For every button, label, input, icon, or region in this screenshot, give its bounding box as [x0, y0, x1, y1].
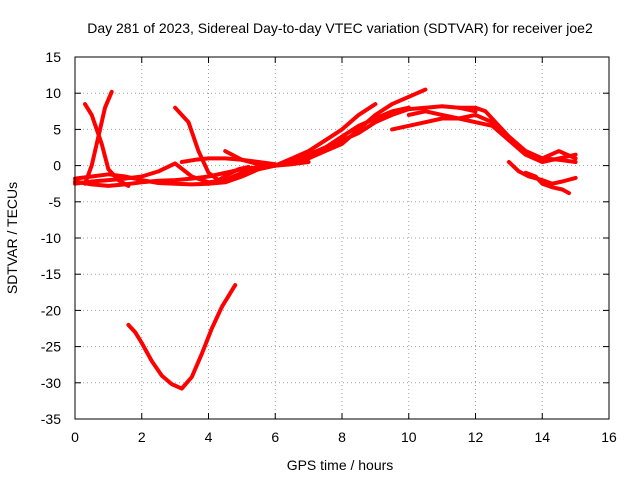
series-arc-6: [173, 105, 251, 183]
x-tick-label: 6: [271, 429, 279, 445]
series-group: [73, 87, 578, 391]
series-arc-4: [83, 102, 131, 188]
x-tick-label: 10: [401, 429, 417, 445]
y-tick-label: 10: [45, 85, 61, 101]
y-tick-label: 5: [53, 121, 61, 137]
y-tick-label: -10: [41, 230, 61, 246]
axis-ticks: 0 2 4 6 8 10 12 14 16 -35 -30 -25 -20 -15 -10 -5 0 5 10 15: [41, 49, 617, 445]
x-tick-label: 14: [534, 429, 550, 445]
x-tick-label: 16: [601, 429, 617, 445]
x-tick-label: 2: [138, 429, 146, 445]
series-arc-10: [256, 102, 378, 169]
y-tick-label: -35: [41, 411, 61, 427]
x-axis-label: GPS time / hours: [287, 457, 394, 473]
y-tick-label: -20: [41, 302, 61, 318]
series-arc-13: [289, 104, 478, 164]
series-arc-7: [179, 156, 278, 167]
y-tick-label: -30: [41, 375, 61, 391]
x-tick-label: 12: [468, 429, 484, 445]
x-tick-label: 8: [338, 429, 346, 445]
y-axis-label: SDTVAR / TECUs: [4, 182, 20, 294]
x-tick-label: 4: [205, 429, 213, 445]
y-tick-label: 0: [53, 158, 61, 174]
y-tick-label: 15: [45, 49, 61, 65]
series-arc-18: [523, 170, 571, 196]
series-arc-16: [456, 105, 578, 161]
x-tick-label: 0: [71, 429, 79, 445]
series-arc-3: [73, 161, 278, 186]
series-arc-5: [83, 89, 114, 186]
chart-title: Day 281 of 2023, Sidereal Day-to-day VTE…: [87, 20, 593, 36]
series-arc-15: [406, 109, 578, 164]
y-tick-label: -25: [41, 339, 61, 355]
series-arc-9: [126, 283, 238, 391]
y-tick-label: -15: [41, 266, 61, 282]
series-arc-17: [506, 160, 578, 186]
y-tick-label: -5: [49, 194, 62, 210]
series-arc-2: [73, 163, 278, 187]
grid: [75, 57, 609, 419]
